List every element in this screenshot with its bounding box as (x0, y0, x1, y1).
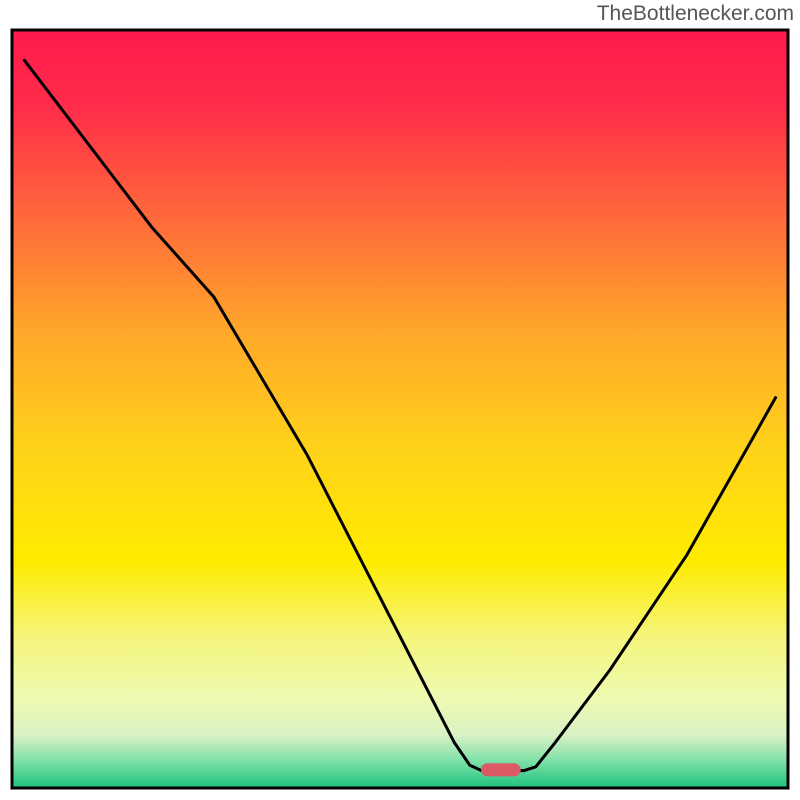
watermark-text: TheBottleneсker.com (597, 2, 794, 26)
gradient-background (12, 30, 788, 788)
bottleneck-chart (0, 0, 800, 800)
chart-container: TheBottleneсker.com (0, 0, 800, 800)
optimal-pill-marker (481, 764, 520, 776)
